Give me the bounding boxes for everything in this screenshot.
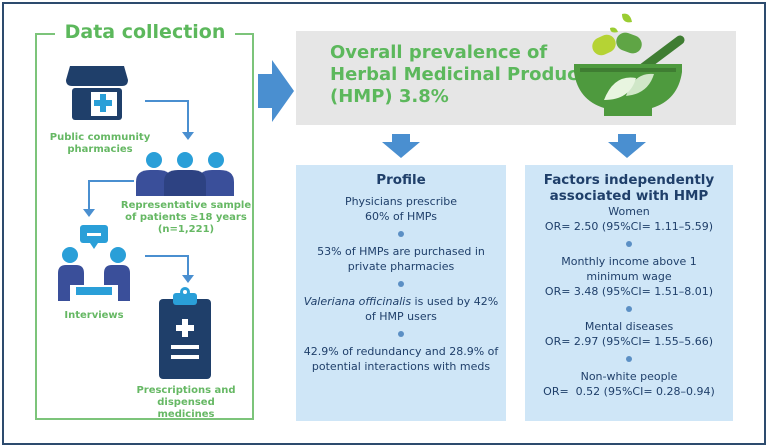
arrow-down-icon — [182, 132, 194, 140]
arrow-right-icon — [258, 60, 294, 122]
step-label-sample: Representative sample of patients ≥18 ye… — [120, 200, 252, 223]
factors-panel: Factors independently associated with HM… — [525, 165, 733, 421]
species-name: Valeriana officinalis — [303, 295, 412, 308]
factor-or: OR= 2.97 (95%CI= 1.55–5.66) — [544, 335, 714, 348]
profile-title: Profile — [376, 172, 426, 188]
bullet-dot — [626, 306, 632, 312]
arrow-down-icon — [182, 275, 194, 283]
interview-icon — [58, 225, 130, 301]
profile-item-text: is used by 42% of HMP users — [365, 295, 499, 323]
profile-item: 53% of HMPs are purchased in private pha… — [317, 245, 485, 273]
profile-panel: Profile Physicians prescribe 60% of HMPs… — [296, 165, 506, 421]
factors-title: Factors independently associated with HM… — [543, 172, 715, 204]
step-label-pharmacies: Public community pharmacies — [49, 132, 151, 155]
profile-item: Valeriana officinalis is used by 42% of … — [299, 294, 504, 324]
clipboard-icon — [159, 287, 211, 379]
arrow-down-icon — [382, 134, 420, 158]
bullet-dot — [626, 356, 632, 362]
bullet-dot — [398, 231, 404, 237]
factor-name: Women — [608, 205, 650, 218]
arrow-down-icon — [83, 209, 95, 217]
bullet-dot — [398, 281, 404, 287]
factor-or: OR= 3.48 (95%CI= 1.51–8.01) — [544, 285, 714, 298]
factor-name: Mental diseases — [584, 320, 674, 333]
pharmacy-store-icon — [66, 66, 128, 120]
data-collection-title: Data collection — [55, 19, 235, 45]
bullet-dot — [398, 331, 404, 337]
factor-name: Non-white people — [580, 370, 678, 383]
factor-or: OR= 2.50 (95%CI= 1.11–5.59) — [544, 220, 714, 233]
profile-item: 42.9% of redundancy and 28.9% of potenti… — [303, 345, 499, 373]
factor-or: OR= 0.52 (95%CI= 0.28–0.94) — [543, 385, 715, 398]
profile-item: Physicians prescribe 60% of HMPs — [344, 195, 458, 223]
patients-group-icon — [136, 152, 234, 196]
step-label-interviews: Interviews — [64, 310, 124, 321]
prevalence-text: Overall prevalence of Herbal Medicinal P… — [330, 42, 587, 107]
step-label-sample-n: (n=1,221) — [157, 224, 215, 235]
step-label-prescriptions: Prescriptions and dispensed medicines — [136, 385, 236, 420]
bullet-dot — [626, 241, 632, 247]
mortar-pestle-herbal-icon — [574, 13, 685, 116]
arrow-down-icon — [608, 134, 646, 158]
factor-name: Monthly income above 1 minimum wage — [561, 255, 697, 283]
